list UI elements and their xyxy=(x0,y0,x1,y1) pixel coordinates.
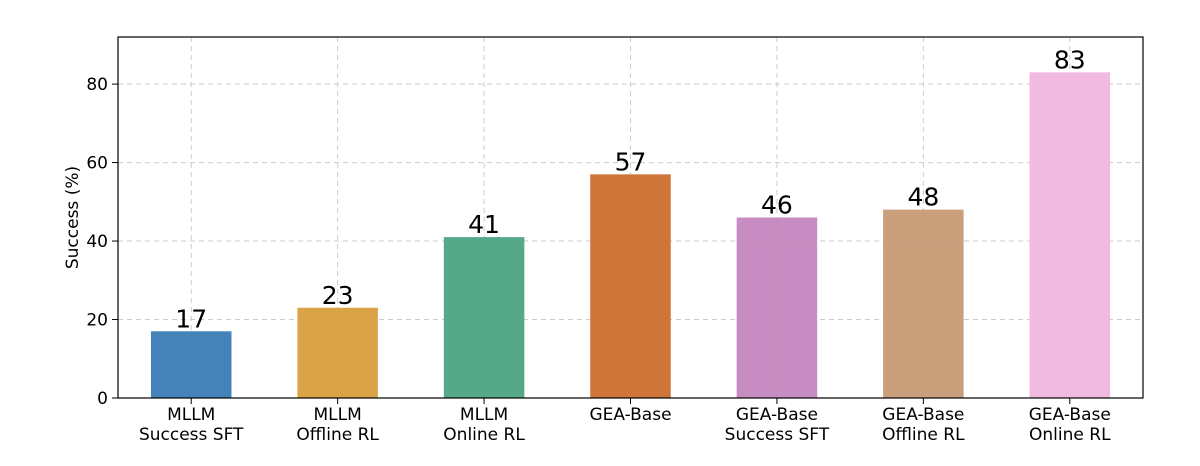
value-label-3: 57 xyxy=(615,147,647,176)
x-tick-label-2-0: MLLM xyxy=(460,405,508,425)
value-label-4: 46 xyxy=(761,191,793,220)
x-tick-label-5-1: Offline RL xyxy=(882,425,965,445)
value-label-0: 17 xyxy=(175,304,207,333)
y-tick-label: 80 xyxy=(86,75,108,95)
x-tick-label-1-1: Offline RL xyxy=(296,425,379,445)
y-axis-title: Success (%) xyxy=(63,166,83,269)
value-label-6: 83 xyxy=(1054,45,1086,74)
x-tick-label-5-0: GEA-Base xyxy=(882,405,964,425)
bars xyxy=(150,72,1111,398)
bar-3 xyxy=(590,174,671,398)
bar-2 xyxy=(443,237,525,398)
x-tick-label-6-0: GEA-Base xyxy=(1029,405,1111,425)
y-axis-ticks: 0 20 40 60 80 xyxy=(86,75,118,409)
x-tick-label-4-1: Success SFT xyxy=(725,425,830,445)
y-tick-label: 40 xyxy=(86,232,108,252)
x-tick-label-2-1: Online RL xyxy=(443,425,525,445)
y-tick-label: 20 xyxy=(86,311,108,331)
bar-1 xyxy=(297,307,378,398)
x-tick-label-1-0: MLLM xyxy=(314,405,362,425)
y-tick-label: 60 xyxy=(86,154,108,174)
x-tick-label-4-0: GEA-Base xyxy=(736,405,818,425)
value-label-5: 48 xyxy=(907,183,939,212)
bar-6 xyxy=(1029,72,1111,398)
value-labels: 17 23 41 57 46 48 83 xyxy=(175,45,1085,333)
x-tick-label-3-0: GEA-Base xyxy=(589,405,671,425)
bar-5 xyxy=(883,209,964,398)
value-label-2: 41 xyxy=(468,210,500,239)
x-tick-label-0-1: Success SFT xyxy=(139,425,244,445)
x-tick-label-0-0: MLLM xyxy=(167,405,215,425)
value-label-1: 23 xyxy=(322,281,354,310)
bar-0 xyxy=(150,331,232,398)
bar-4 xyxy=(736,217,818,398)
plot-frame xyxy=(117,36,1144,399)
x-tick-label-6-1: Online RL xyxy=(1029,425,1111,445)
y-tick-label: 0 xyxy=(97,389,108,409)
